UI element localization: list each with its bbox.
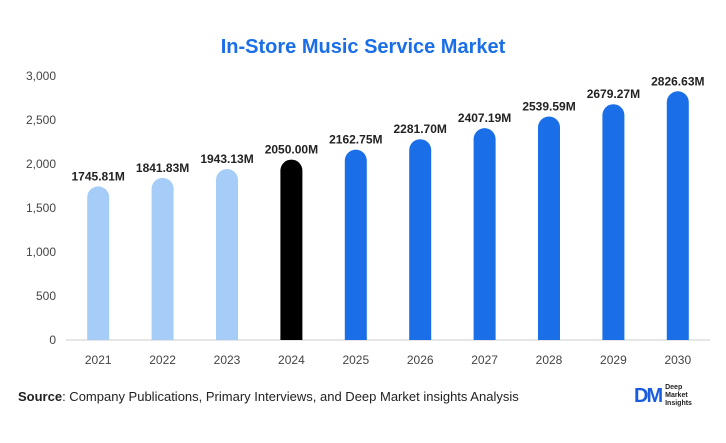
y-tick-label: 2,500 [26, 113, 56, 127]
y-tick-label: 500 [36, 289, 56, 303]
logo-line-1: Deep [665, 384, 683, 391]
bar-2021 [87, 186, 110, 340]
logo-line-2: Market [665, 392, 688, 399]
data-labels-group: 1745.81M 1841.83M 1943.13M 2050.00M 2162.75M… [72, 74, 705, 183]
company-logo: DM Deep Market Insights [634, 384, 692, 408]
data-label: 2162.75M [329, 133, 382, 147]
x-tick-label: 2029 [600, 353, 627, 367]
y-tick-label: 3,000 [26, 69, 56, 83]
data-label: 2050.00M [265, 143, 318, 157]
bars-group [87, 91, 689, 341]
data-label: 1841.83M [136, 161, 189, 175]
bar-2022 [151, 177, 174, 340]
logo-text: Deep Market Insights [665, 384, 692, 408]
x-tick-label: 2026 [407, 353, 434, 367]
source-text: : Company Publications, Primary Intervie… [62, 389, 519, 404]
x-axis-tick-labels: 2021 2022 2023 2024 2025 2026 2027 2028 2029 2030 [85, 353, 692, 367]
bar-2027 [473, 128, 496, 340]
bar-2026 [409, 139, 432, 340]
bar-2028 [538, 116, 560, 341]
data-label: 2539.59M [522, 100, 575, 114]
data-label: 2281.70M [394, 122, 447, 136]
source-label: Source [18, 389, 63, 404]
data-label: 2407.19M [458, 111, 511, 125]
x-tick-label: 2030 [664, 353, 691, 367]
logo-mark: DM [634, 384, 663, 407]
source-note: Source: Company Publications, Primary In… [18, 389, 519, 404]
bar-2029 [602, 104, 625, 341]
y-axis-tick-labels: 0 500 1,000 1,500 2,000 2,500 3,000 [26, 69, 56, 347]
data-label: 1745.81M [72, 169, 125, 183]
y-tick-label: 0 [49, 333, 56, 347]
bar-2024 [280, 159, 303, 340]
x-tick-label: 2024 [278, 353, 305, 367]
data-label: 2826.63M [651, 74, 704, 88]
y-tick-label: 2,000 [26, 157, 56, 171]
chart-title: In-Store Music Service Market [220, 36, 506, 58]
x-tick-label: 2023 [214, 353, 241, 367]
x-tick-label: 2027 [471, 353, 498, 367]
bar-2030 [666, 91, 689, 340]
y-tick-label: 1,500 [26, 201, 56, 215]
data-label: 2679.27M [587, 87, 640, 101]
x-tick-label: 2021 [85, 353, 112, 367]
bar-2025 [344, 149, 367, 340]
logo-line-3: Insights [665, 400, 692, 407]
bar-2023 [216, 169, 238, 340]
x-tick-label: 2025 [342, 353, 369, 367]
x-tick-label: 2028 [536, 353, 563, 367]
y-tick-label: 1,000 [26, 245, 56, 259]
data-label: 1943.13M [200, 152, 253, 166]
x-tick-label: 2022 [149, 353, 176, 367]
